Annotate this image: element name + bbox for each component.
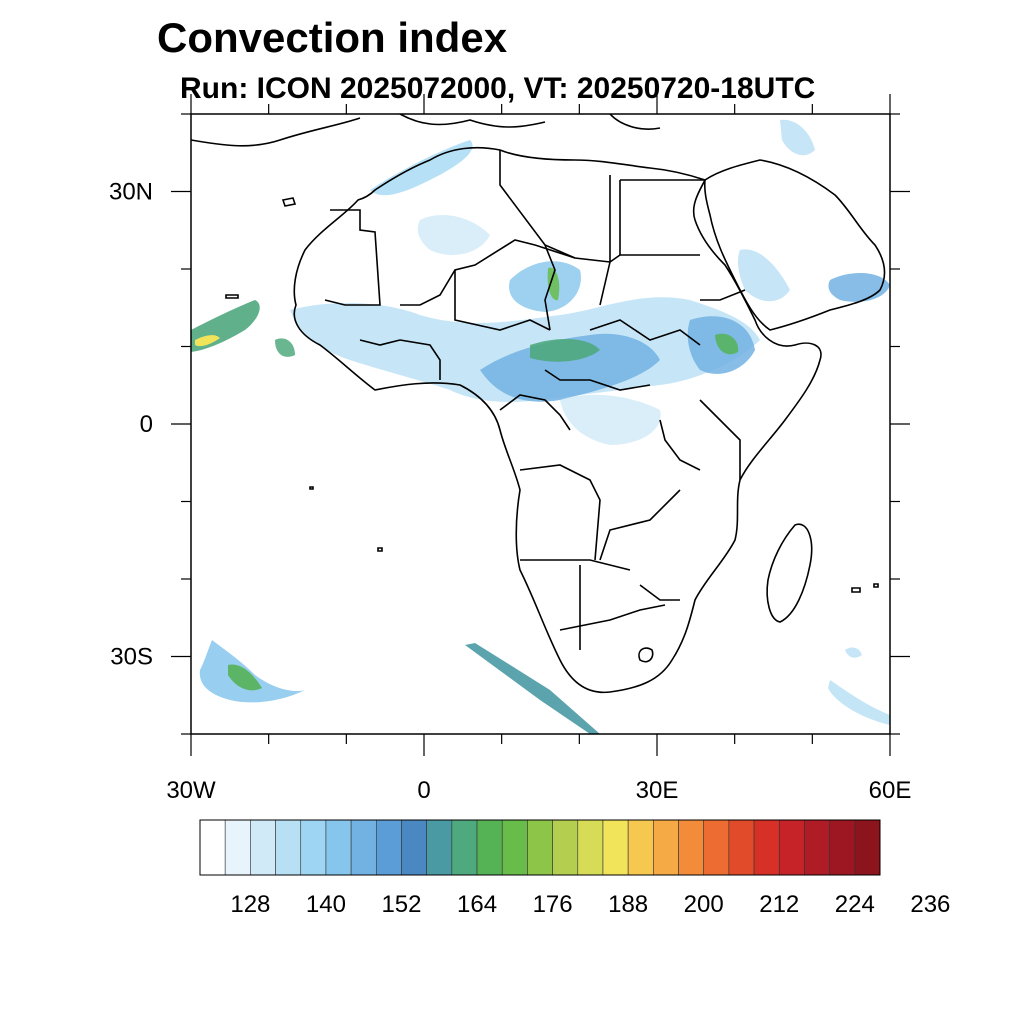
colorbar-swatch [602,819,629,876]
colorbar-swatch [275,819,302,876]
colorbar-swatch [250,819,276,876]
lon-tick-label: 30W [166,777,216,804]
colorbar-swatch [829,819,856,876]
colorbar-label: 128 [230,891,270,918]
colorbar-swatch [728,819,755,876]
colorbar-label: 224 [835,891,875,918]
colorbar-swatch [476,819,503,876]
colorbar-swatch [224,819,251,876]
colorbar-swatch [653,819,679,876]
colorbar-swatch [854,819,881,876]
colorbar-swatch [703,819,730,876]
colorbar-label: 140 [306,891,346,918]
lat-tick-label: 0 [140,411,153,438]
axis-tick-labels: 30N 0 30S 30W 0 30E 60E [109,179,911,805]
lon-tick-label: 0 [417,777,430,804]
convection-field [191,119,890,734]
colorbar-swatch [678,819,705,876]
colorbar-swatch [426,819,453,876]
colorbar-label: 200 [684,891,724,918]
colorbar-swatch [401,819,427,876]
colorbar-swatch [527,819,553,876]
colorbar-label: 212 [759,891,799,918]
axis-ticks [171,94,910,756]
colorbar-labels: 128 140 152 164 176 188 200 212 224 236 [230,891,950,918]
colorbar-swatch [199,819,226,876]
colorbar-swatch [627,819,654,876]
lon-tick-label: 60E [869,777,912,804]
colorbar-swatch [300,819,327,876]
colorbar-swatch [778,819,805,876]
colorbar-frame [199,819,881,876]
colorbar-label: 236 [910,891,950,918]
colorbar-swatch [451,819,478,876]
colorbar-swatch [753,819,780,876]
colorbar-swatch [804,819,830,876]
colorbar-label: 152 [381,891,421,918]
colorbar-label: 188 [608,891,648,918]
lon-tick-label: 30E [636,777,679,804]
colorbar-swatch [501,819,528,876]
colorbar-swatch [577,819,604,876]
lat-tick-label: 30N [109,179,153,206]
map-title: Convection index [157,14,508,61]
map-frame [190,113,891,735]
colorbar-swatch [350,819,377,876]
coastlines [191,114,886,694]
colorbar-swatch [375,819,402,876]
colorbar-swatch [552,819,579,876]
lat-tick-label: 30S [110,644,153,671]
map-subtitle: Run: ICON 2025072000, VT: 20250720-18UTC [180,72,816,105]
colorbar-swatch [325,819,352,876]
colorbar-label: 164 [457,891,497,918]
colorbar [199,819,881,876]
colorbar-label: 176 [533,891,573,918]
